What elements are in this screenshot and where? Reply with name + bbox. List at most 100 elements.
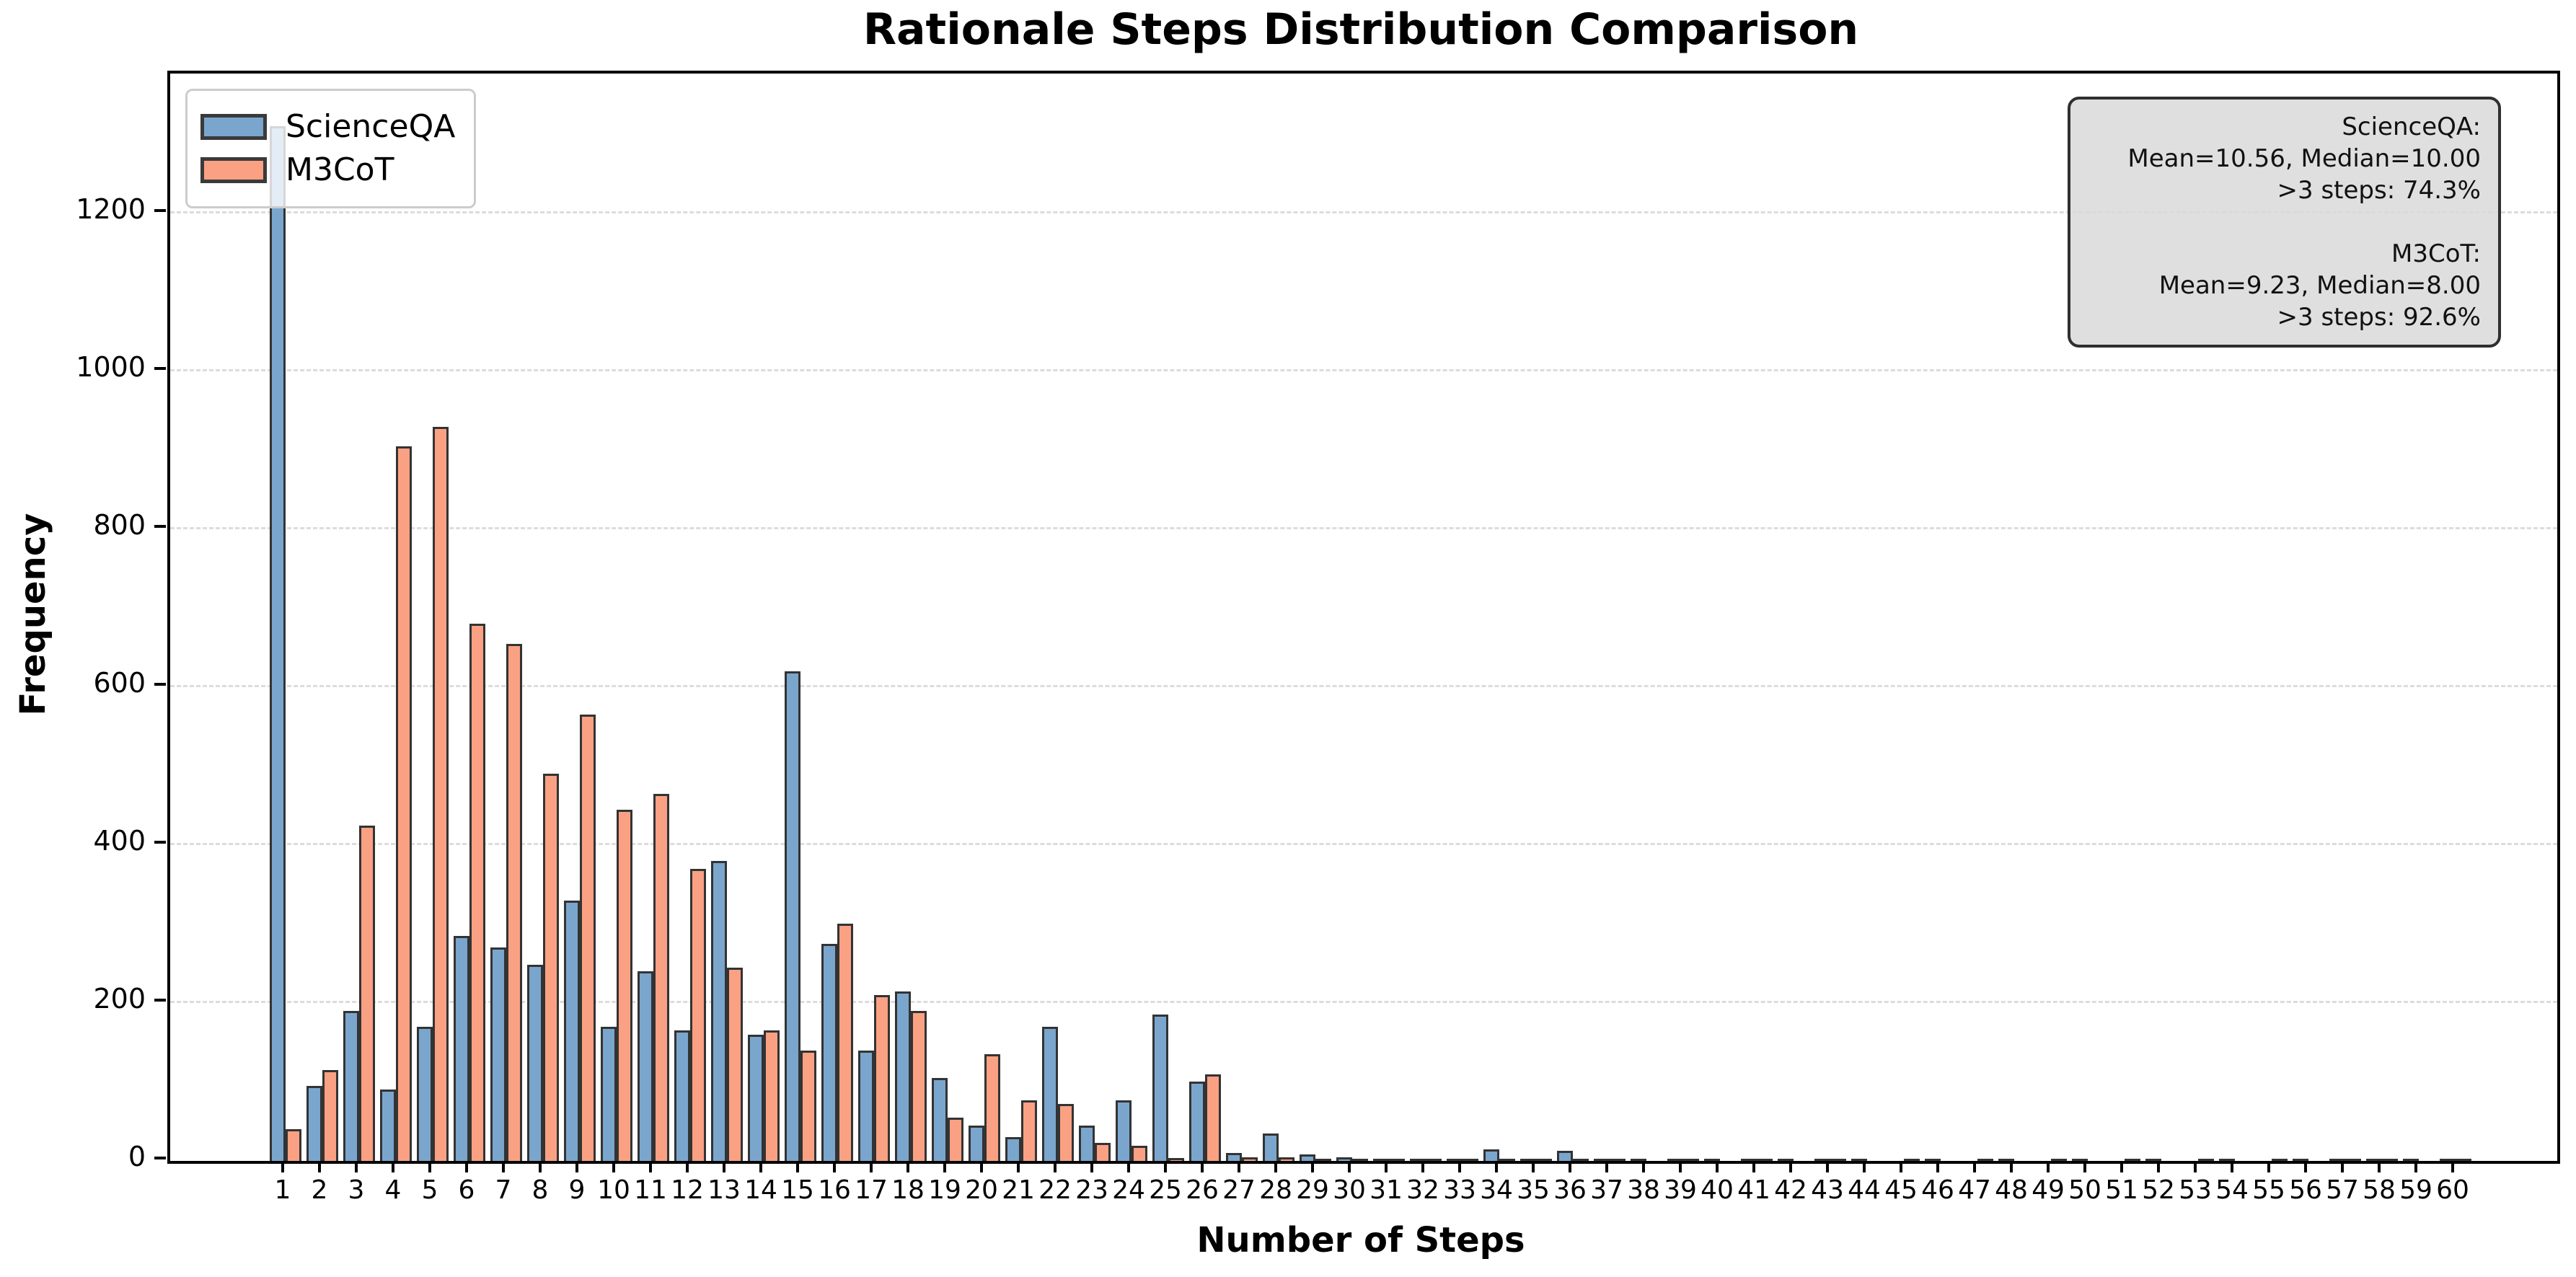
x-tick-label-3: 3 <box>348 1175 365 1205</box>
bar-m3cot-step-1 <box>286 1129 301 1161</box>
x-tick-mark-14 <box>759 1161 762 1172</box>
x-tick-label-27: 27 <box>1222 1175 1256 1205</box>
bar-scienceqa-step-6 <box>454 936 469 1161</box>
x-tick-label-19: 19 <box>928 1175 961 1205</box>
x-tick-label-33: 33 <box>1443 1175 1476 1205</box>
x-tick-label-41: 41 <box>1737 1175 1770 1205</box>
x-tick-label-51: 51 <box>2105 1175 2138 1205</box>
x-tick-mark-36 <box>1569 1161 1571 1172</box>
legend-item-scienceqa: ScienceQA <box>200 108 455 146</box>
x-tick-label-28: 28 <box>1259 1175 1292 1205</box>
gridline-y-200 <box>170 1000 2557 1003</box>
legend-item-m3cot: M3CoT <box>200 151 455 189</box>
x-tick-mark-38 <box>1642 1161 1645 1172</box>
bar-scienceqa-step-19 <box>932 1078 948 1161</box>
x-tick-label-23: 23 <box>1075 1175 1108 1205</box>
bar-scienceqa-step-22 <box>1042 1027 1058 1161</box>
bar-scienceqa-step-24 <box>1116 1100 1132 1161</box>
bar-m3cot-step-16 <box>837 924 853 1161</box>
bar-m3cot-step-36 <box>1573 1159 1589 1161</box>
bar-m3cot-step-21 <box>1021 1100 1037 1161</box>
x-tick-label-52: 52 <box>2142 1175 2175 1205</box>
bar-m3cot-step-3 <box>359 826 375 1161</box>
bar-scienceqa-step-20 <box>969 1126 984 1161</box>
x-tick-label-43: 43 <box>1811 1175 1844 1205</box>
x-tick-mark-49 <box>2047 1161 2050 1172</box>
bar-m3cot-step-60 <box>2456 1159 2471 1161</box>
x-tick-mark-2 <box>318 1161 321 1172</box>
bar-scienceqa-step-29 <box>1300 1154 1315 1161</box>
bar-m3cot-step-24 <box>1132 1146 1147 1161</box>
y-tick-mark-200 <box>154 998 166 1002</box>
plot-area: ScienceQA M3CoT ScienceQA: Mean=10.56, M… <box>167 71 2560 1164</box>
bar-m3cot-step-45 <box>1904 1159 1920 1161</box>
bar-m3cot-step-39 <box>1683 1159 1699 1161</box>
bar-m3cot-step-23 <box>1095 1143 1111 1161</box>
x-tick-mark-9 <box>575 1161 578 1172</box>
x-tick-mark-32 <box>1421 1161 1424 1172</box>
x-tick-mark-33 <box>1458 1161 1461 1172</box>
legend-label-scienceqa: ScienceQA <box>286 108 456 145</box>
bar-scienceqa-step-40 <box>1704 1159 1720 1161</box>
x-tick-mark-37 <box>1605 1161 1608 1172</box>
bar-scienceqa-step-52 <box>2145 1159 2161 1161</box>
x-tick-mark-46 <box>1936 1161 1939 1172</box>
x-tick-mark-26 <box>1201 1161 1204 1172</box>
y-tick-mark-800 <box>154 524 166 528</box>
x-tick-label-1: 1 <box>274 1175 291 1205</box>
x-tick-label-47: 47 <box>1958 1175 1991 1205</box>
x-tick-mark-52 <box>2157 1161 2160 1172</box>
bar-scienceqa-step-37 <box>1594 1159 1610 1161</box>
bar-m3cot-step-17 <box>874 995 890 1161</box>
bar-m3cot-step-28 <box>1279 1157 1294 1161</box>
bar-m3cot-step-22 <box>1058 1104 1074 1161</box>
x-tick-label-22: 22 <box>1038 1175 1072 1205</box>
bar-m3cot-step-41 <box>1757 1159 1773 1161</box>
bar-m3cot-step-57 <box>2345 1159 2361 1161</box>
x-tick-label-57: 57 <box>2326 1175 2359 1205</box>
x-tick-mark-51 <box>2120 1161 2123 1172</box>
bar-scienceqa-step-43 <box>1814 1159 1830 1161</box>
bar-scienceqa-step-59 <box>2403 1159 2419 1161</box>
bar-m3cot-step-30 <box>1352 1159 1368 1161</box>
bar-scienceqa-step-1 <box>270 126 286 1161</box>
bar-scienceqa-step-11 <box>638 971 653 1161</box>
bar-m3cot-step-35 <box>1536 1159 1552 1161</box>
x-tick-label-2: 2 <box>311 1175 328 1205</box>
x-tick-label-5: 5 <box>421 1175 438 1205</box>
bar-m3cot-step-34 <box>1499 1159 1515 1161</box>
y-tick-mark-400 <box>154 840 166 844</box>
gridline-y-600 <box>170 684 2557 687</box>
bar-m3cot-step-37 <box>1610 1159 1626 1161</box>
bar-scienceqa-step-60 <box>2440 1159 2456 1161</box>
x-tick-mark-40 <box>1716 1161 1719 1172</box>
bar-scienceqa-step-7 <box>490 947 506 1161</box>
x-tick-mark-43 <box>1826 1161 1829 1172</box>
bar-m3cot-step-11 <box>653 794 669 1161</box>
x-tick-mark-48 <box>2010 1161 2013 1172</box>
bar-scienceqa-step-26 <box>1189 1082 1205 1161</box>
x-tick-mark-23 <box>1090 1161 1093 1172</box>
x-tick-mark-34 <box>1495 1161 1498 1172</box>
chart-title: Rationale Steps Distribution Comparison <box>863 4 1859 55</box>
x-tick-mark-19 <box>943 1161 946 1172</box>
stats-line: Mean=10.56, Median=10.00 <box>2127 144 2481 173</box>
x-tick-mark-4 <box>392 1161 394 1172</box>
bar-scienceqa-step-48 <box>1998 1159 2014 1161</box>
x-tick-mark-54 <box>2231 1161 2233 1172</box>
x-tick-label-40: 40 <box>1701 1175 1734 1205</box>
x-tick-mark-11 <box>649 1161 652 1172</box>
x-tick-mark-58 <box>2378 1161 2381 1172</box>
x-tick-label-9: 9 <box>568 1175 586 1205</box>
bar-m3cot-step-10 <box>617 810 632 1161</box>
bar-m3cot-step-29 <box>1315 1159 1331 1161</box>
y-tick-label-600: 600 <box>93 666 146 699</box>
stats-line: Mean=9.23, Median=8.00 <box>2158 271 2481 300</box>
x-tick-label-30: 30 <box>1333 1175 1366 1205</box>
bar-scienceqa-step-54 <box>2219 1159 2235 1161</box>
x-tick-label-48: 48 <box>1995 1175 2028 1205</box>
x-tick-label-10: 10 <box>597 1175 630 1205</box>
bar-m3cot-step-8 <box>543 774 559 1161</box>
x-tick-label-36: 36 <box>1553 1175 1587 1205</box>
x-tick-label-45: 45 <box>1884 1175 1918 1205</box>
